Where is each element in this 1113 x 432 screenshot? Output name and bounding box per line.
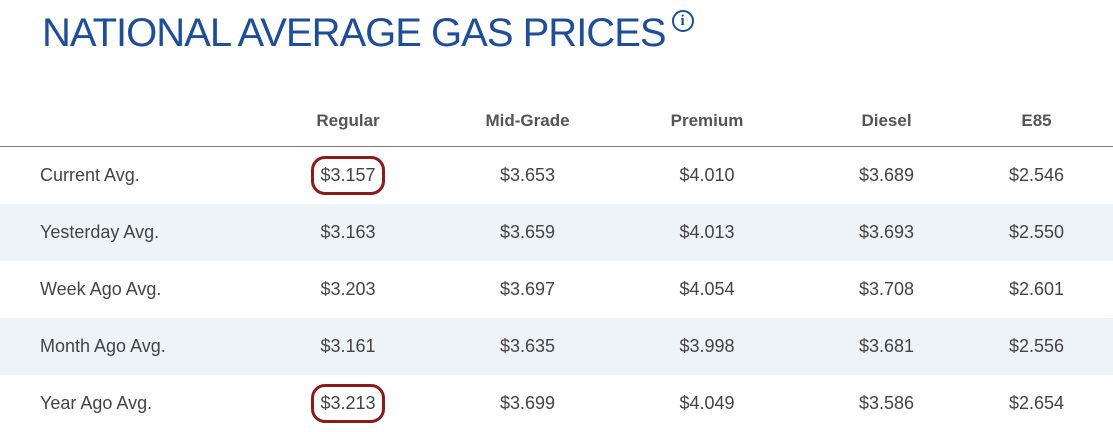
page-header: NATIONAL AVERAGE GAS PRICES i <box>42 10 694 56</box>
info-icon[interactable]: i <box>671 10 694 32</box>
row-label: Month Ago Avg. <box>0 318 242 375</box>
row-label: Yesterday Avg. <box>0 204 242 261</box>
page-title: NATIONAL AVERAGE GAS PRICES <box>42 11 667 55</box>
gas-prices-table: Regular Mid-Grade Premium Diesel E85 Cur… <box>0 96 1113 432</box>
price-cell: $3.998 <box>601 318 813 375</box>
price-cell: $3.203 <box>320 279 376 299</box>
table-row: Month Ago Avg. $3.161 $3.635 $3.998 $3.681 $2… <box>0 318 1113 375</box>
price-cell: $3.693 <box>813 204 960 261</box>
price-cell: $3.586 <box>858 393 915 413</box>
price-cell: $3.681 <box>813 318 960 375</box>
price-cell: $2.546 <box>1008 165 1065 185</box>
price-cell: $3.157 <box>242 147 454 205</box>
price-cell: $3.163 <box>242 204 454 261</box>
price-cell: $3.659 <box>454 204 601 261</box>
table-row: Year Ago Avg. $3.213 $3.699 $4.049 $3.586 $2.… <box>0 375 1113 432</box>
row-label: Week Ago Avg. <box>40 279 162 299</box>
table-row: Yesterday Avg. $3.163 $3.659 $4.013 $3.693 $2… <box>0 204 1113 261</box>
column-header-label <box>0 96 242 147</box>
price-cell: $3.699 <box>499 393 556 413</box>
column-header-mid-grade: Mid-Grade <box>454 96 601 147</box>
column-header-diesel: Diesel <box>813 96 960 147</box>
price-cell: $3.697 <box>499 279 556 299</box>
row-label: Current Avg. <box>40 165 140 185</box>
price-cell: $3.708 <box>858 279 915 299</box>
price-cell: $2.654 <box>1008 393 1065 413</box>
row-label: Year Ago Avg. <box>40 393 153 413</box>
price-cell: $3.213 <box>242 375 454 432</box>
highlight-circle: $3.213 <box>311 384 385 423</box>
price-cell: $3.653 <box>499 165 556 185</box>
highlight-circle: $3.157 <box>311 156 385 195</box>
price-cell: $4.049 <box>679 393 735 413</box>
price-cell: $3.161 <box>242 318 454 375</box>
price-cell: $4.010 <box>679 165 735 185</box>
price-cell: $4.013 <box>601 204 813 261</box>
price-cell: $2.550 <box>960 204 1113 261</box>
price-cell: $4.054 <box>679 279 735 299</box>
column-header-premium: Premium <box>601 96 813 147</box>
price-cell: $3.689 <box>858 165 915 185</box>
column-header-regular: Regular <box>242 96 454 147</box>
table-row: Current Avg. $3.157 $3.653 $4.010 $3.689 $2.5… <box>0 147 1113 205</box>
table-row: Week Ago Avg. $3.203 $3.697 $4.054 $3.708 $2.… <box>0 261 1113 318</box>
price-cell: $2.556 <box>960 318 1113 375</box>
header-row: Regular Mid-Grade Premium Diesel E85 <box>0 96 1113 147</box>
price-cell: $2.601 <box>1008 279 1065 299</box>
column-header-e85: E85 <box>960 96 1113 147</box>
price-cell: $3.635 <box>454 318 601 375</box>
